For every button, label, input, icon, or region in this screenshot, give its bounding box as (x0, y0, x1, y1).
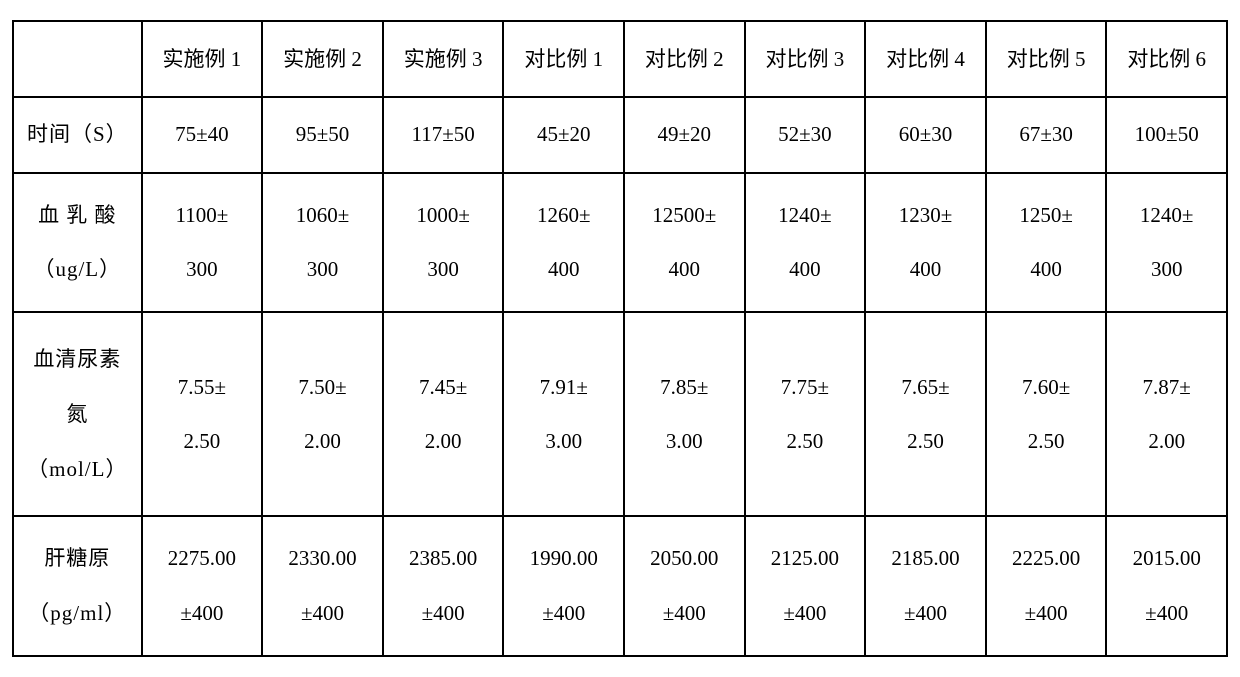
header-cell: 对比例 6 (1106, 21, 1227, 97)
table-cell: 75±40 (142, 97, 263, 173)
table-cell: 1230±400 (865, 173, 986, 313)
table-cell: 1240±300 (1106, 173, 1227, 313)
table-cell: 7.87±2.00 (1106, 312, 1227, 516)
row-label: 时间（S） (13, 97, 142, 173)
table-cell: 95±50 (262, 97, 383, 173)
row-label: 血 乳 酸（ug/L） (13, 173, 142, 313)
table-cell: 49±20 (624, 97, 745, 173)
table-cell: 7.75±2.50 (745, 312, 866, 516)
table-cell: 7.65±2.50 (865, 312, 986, 516)
table-cell: 67±30 (986, 97, 1107, 173)
table-cell: 2225.00±400 (986, 516, 1107, 656)
table-cell: 1260±400 (503, 173, 624, 313)
table-cell: 7.91±3.00 (503, 312, 624, 516)
table-row: 血 乳 酸（ug/L） 1100±300 1060±300 1000±300 1… (13, 173, 1227, 313)
table-cell: 2015.00±400 (1106, 516, 1227, 656)
table-row: 血清尿素氮（mol/L） 7.55±2.50 7.50±2.00 7.45±2.… (13, 312, 1227, 516)
header-cell: 对比例 3 (745, 21, 866, 97)
table-row: 肝糖原（pg/ml） 2275.00±400 2330.00±400 2385.… (13, 516, 1227, 656)
table-row: 时间（S） 75±40 95±50 117±50 45±20 49±20 52±… (13, 97, 1227, 173)
table-cell: 1060±300 (262, 173, 383, 313)
table-cell: 2275.00±400 (142, 516, 263, 656)
header-row: 实施例 1 实施例 2 实施例 3 对比例 1 对比例 2 对比例 3 对比例 … (13, 21, 1227, 97)
table-cell: 7.45±2.00 (383, 312, 504, 516)
table-cell: 1990.00±400 (503, 516, 624, 656)
table-cell: 7.85±3.00 (624, 312, 745, 516)
data-table: 实施例 1 实施例 2 实施例 3 对比例 1 对比例 2 对比例 3 对比例 … (12, 20, 1228, 657)
table-cell: 1240±400 (745, 173, 866, 313)
table-cell: 7.50±2.00 (262, 312, 383, 516)
table-cell: 2385.00±400 (383, 516, 504, 656)
header-cell-empty (13, 21, 142, 97)
header-cell: 对比例 1 (503, 21, 624, 97)
row-label: 肝糖原（pg/ml） (13, 516, 142, 656)
table-cell: 52±30 (745, 97, 866, 173)
table-cell: 7.55±2.50 (142, 312, 263, 516)
table-cell: 1100±300 (142, 173, 263, 313)
table-cell: 2330.00±400 (262, 516, 383, 656)
header-cell: 对比例 4 (865, 21, 986, 97)
row-label: 血清尿素氮（mol/L） (13, 312, 142, 516)
header-cell: 对比例 5 (986, 21, 1107, 97)
table-body: 实施例 1 实施例 2 实施例 3 对比例 1 对比例 2 对比例 3 对比例 … (13, 21, 1227, 656)
table-cell: 60±30 (865, 97, 986, 173)
table-cell: 117±50 (383, 97, 504, 173)
header-cell: 实施例 3 (383, 21, 504, 97)
table-cell: 2050.00±400 (624, 516, 745, 656)
table-cell: 2185.00±400 (865, 516, 986, 656)
table-cell: 7.60±2.50 (986, 312, 1107, 516)
table-cell: 2125.00±400 (745, 516, 866, 656)
table-cell: 100±50 (1106, 97, 1227, 173)
table-cell: 12500±400 (624, 173, 745, 313)
table-cell: 45±20 (503, 97, 624, 173)
table-cell: 1250±400 (986, 173, 1107, 313)
header-cell: 对比例 2 (624, 21, 745, 97)
table-cell: 1000±300 (383, 173, 504, 313)
header-cell: 实施例 2 (262, 21, 383, 97)
header-cell: 实施例 1 (142, 21, 263, 97)
